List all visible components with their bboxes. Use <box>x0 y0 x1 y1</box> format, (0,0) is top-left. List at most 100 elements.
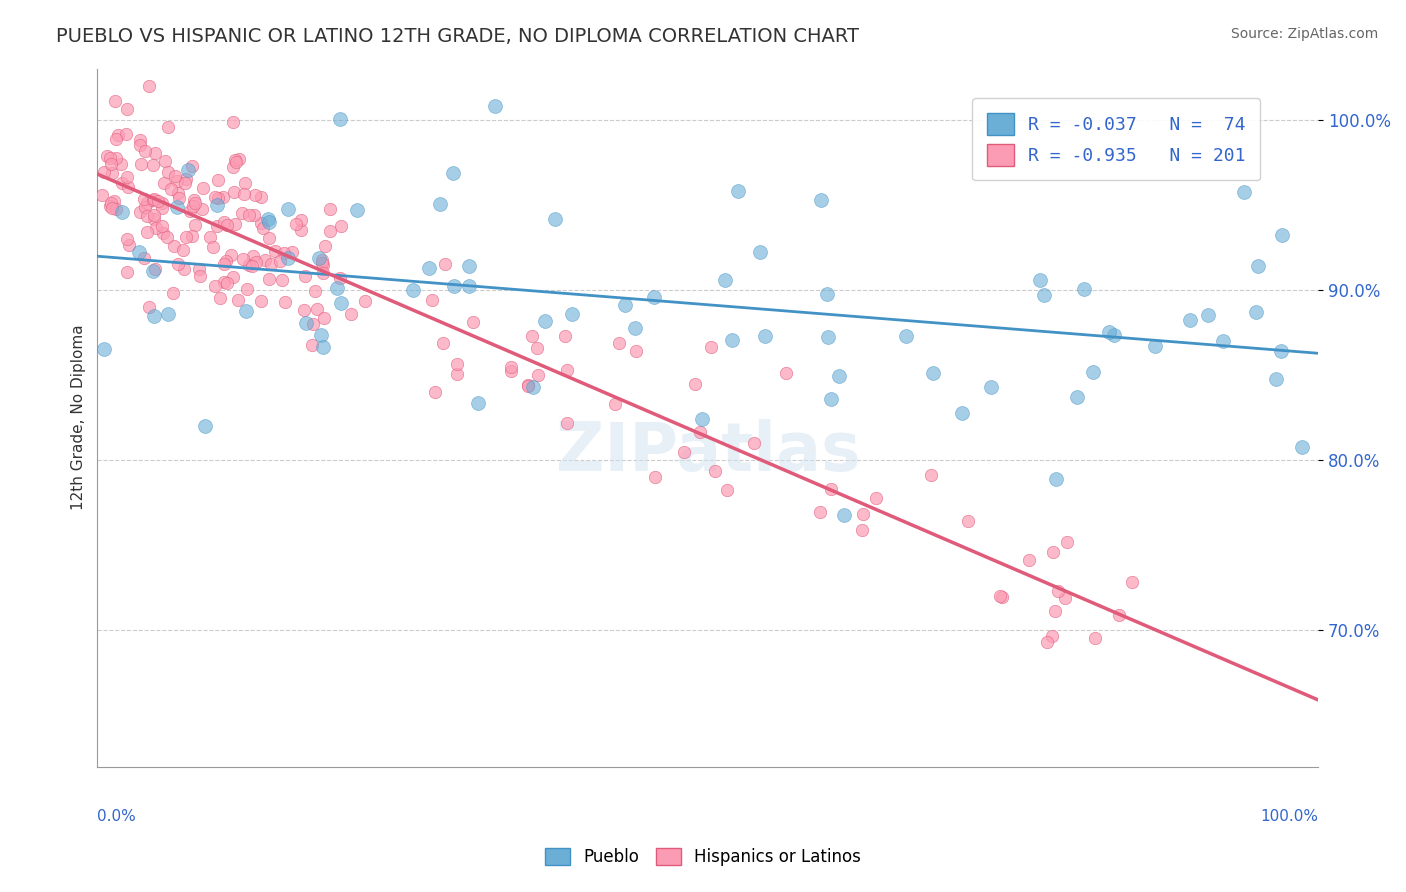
Point <box>208 291 231 305</box>
Point <box>330 296 353 310</box>
Point <box>114 128 136 142</box>
Point <box>603 396 626 410</box>
Point <box>749 245 772 260</box>
Point <box>215 254 238 268</box>
Point <box>817 330 839 344</box>
Point <box>226 293 249 307</box>
Point <box>1045 472 1067 486</box>
Point <box>128 245 150 260</box>
Point <box>152 201 174 215</box>
Point <box>1102 328 1125 343</box>
Point <box>132 251 155 265</box>
Point <box>238 258 260 272</box>
Legend: R = -0.037   N =  74, R = -0.935   N = 201: R = -0.037 N = 74, R = -0.935 N = 201 <box>973 98 1260 180</box>
Point <box>179 204 201 219</box>
Point <box>134 200 156 214</box>
Point <box>117 179 139 194</box>
Point <box>138 78 160 93</box>
Point <box>991 590 1014 604</box>
Point <box>463 315 485 329</box>
Point <box>526 368 548 382</box>
Point <box>132 192 155 206</box>
Point <box>136 209 159 223</box>
Point <box>325 281 347 295</box>
Point <box>172 244 194 258</box>
Point <box>311 256 333 270</box>
Point <box>224 186 246 200</box>
Point <box>815 286 838 301</box>
Point <box>555 416 578 430</box>
Point <box>314 239 336 253</box>
Point <box>200 230 222 244</box>
Point <box>865 491 887 505</box>
Point <box>165 169 187 184</box>
Point <box>91 188 114 202</box>
Point <box>704 464 727 478</box>
Point <box>434 257 457 271</box>
Point <box>184 195 207 210</box>
Point <box>163 239 186 253</box>
Point <box>921 366 943 380</box>
Point <box>212 257 235 271</box>
Point <box>418 261 440 276</box>
Point <box>294 269 316 284</box>
Point <box>115 169 138 184</box>
Point <box>183 199 205 213</box>
Point <box>1233 186 1256 200</box>
Point <box>135 225 157 239</box>
Point <box>329 271 352 285</box>
Point <box>613 298 636 312</box>
Point <box>204 190 226 204</box>
Point <box>956 514 979 528</box>
Point <box>264 244 287 259</box>
Point <box>235 282 257 296</box>
Point <box>96 148 118 162</box>
Point <box>311 252 333 267</box>
Point <box>256 212 278 227</box>
Point <box>311 327 333 342</box>
Point <box>714 273 737 287</box>
Point <box>432 336 454 351</box>
Point <box>980 380 1002 394</box>
Point <box>443 279 465 293</box>
Point <box>260 257 283 271</box>
Point <box>138 300 160 314</box>
Point <box>329 112 352 126</box>
Point <box>219 248 242 262</box>
Point <box>98 151 121 165</box>
Point <box>117 231 139 245</box>
Point <box>522 379 544 393</box>
Point <box>232 187 254 202</box>
Point <box>143 212 166 227</box>
Point <box>643 290 665 304</box>
Point <box>222 270 245 285</box>
Point <box>181 159 204 173</box>
Point <box>1098 325 1121 339</box>
Point <box>1121 574 1143 589</box>
Point <box>624 343 647 358</box>
Point <box>167 191 190 205</box>
Point <box>292 303 315 318</box>
Point <box>250 293 273 308</box>
Point <box>852 507 875 521</box>
Point <box>555 363 578 377</box>
Point <box>111 205 134 219</box>
Point <box>224 153 246 167</box>
Point <box>420 293 443 307</box>
Point <box>1042 545 1064 559</box>
Point <box>111 176 134 190</box>
Point <box>851 524 873 538</box>
Point <box>607 335 630 350</box>
Point <box>319 202 342 216</box>
Point <box>143 309 166 323</box>
Point <box>150 219 173 234</box>
Point <box>319 224 342 238</box>
Point <box>623 321 645 335</box>
Point <box>254 253 277 268</box>
Point <box>235 304 257 318</box>
Point <box>93 342 115 356</box>
Point <box>215 218 238 232</box>
Point <box>754 329 776 343</box>
Point <box>152 226 174 240</box>
Point <box>128 133 150 147</box>
